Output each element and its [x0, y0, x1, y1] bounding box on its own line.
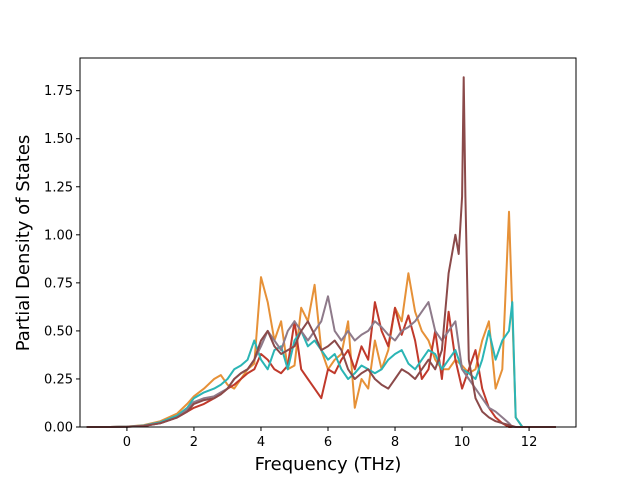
y-tick-label: 0.75 [44, 276, 73, 291]
y-tick-label: 1.00 [44, 228, 73, 243]
y-axis-label: Partial Density of States [13, 135, 34, 352]
x-axis-label: Frequency (THz) [255, 454, 402, 475]
x-tick-label: 12 [521, 435, 538, 450]
x-tick-label: 4 [257, 435, 265, 450]
y-tick-label: 0.50 [44, 324, 73, 339]
y-tick-label: 1.75 [44, 84, 73, 99]
plot-lines [86, 76, 556, 428]
y-axis-ticks: 0.00 0.25 0.50 0.75 1.00 1.25 1.50 1.75 [44, 84, 80, 436]
x-axis-ticks: 0 2 4 6 8 10 12 [123, 427, 538, 450]
x-tick-label: 10 [454, 435, 471, 450]
series-line-5 [86, 76, 556, 428]
y-tick-label: 0.25 [44, 372, 73, 387]
y-tick-label: 0.00 [44, 421, 73, 436]
series-line-1 [86, 210, 556, 428]
x-tick-label: 6 [324, 435, 332, 450]
y-tick-label: 1.25 [44, 180, 73, 195]
x-tick-label: 8 [391, 435, 399, 450]
x-tick-label: 0 [123, 435, 131, 450]
y-tick-label: 1.50 [44, 132, 73, 147]
x-tick-label: 2 [190, 435, 198, 450]
